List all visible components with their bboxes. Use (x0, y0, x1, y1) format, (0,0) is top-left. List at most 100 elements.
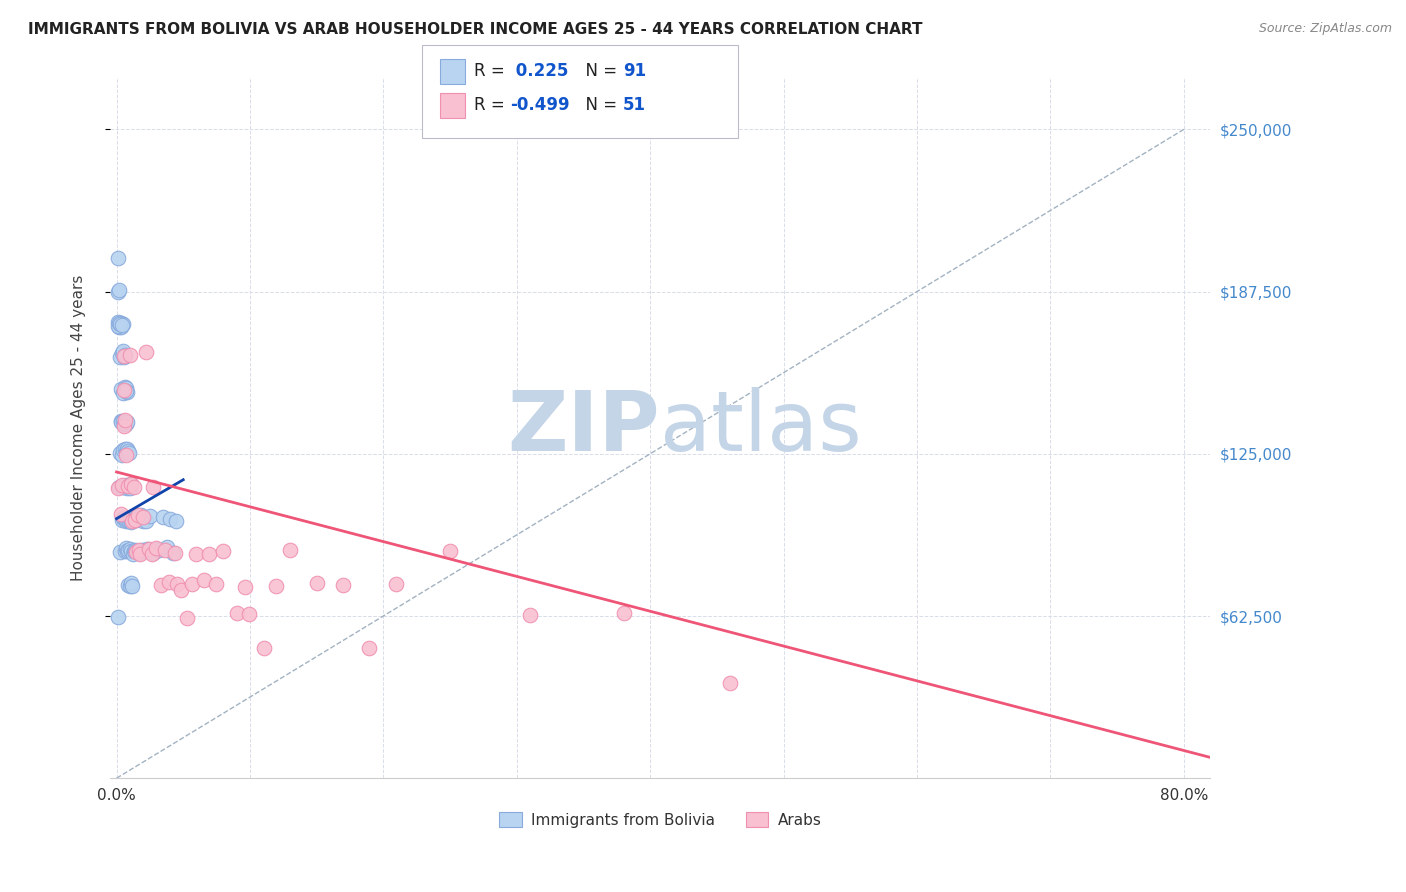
Point (111, 385, 134, 400)
Point (120, 515, 142, 529)
Point (170, 583, 193, 598)
Point (120, 542, 142, 557)
Point (107, 285, 129, 299)
Point (108, 283, 131, 297)
Point (115, 417, 138, 432)
Point (120, 543, 142, 558)
Point (108, 480, 131, 494)
Point (139, 509, 162, 524)
Point (238, 607, 260, 621)
Point (128, 546, 150, 560)
Point (112, 317, 135, 331)
Point (149, 578, 172, 592)
Point (145, 541, 167, 556)
Point (115, 416, 138, 430)
Point (111, 512, 134, 526)
Point (115, 541, 138, 556)
Point (107, 315, 129, 329)
Point (107, 610, 129, 624)
Point (108, 320, 131, 334)
Point (165, 546, 187, 560)
Point (115, 544, 138, 558)
Point (138, 541, 160, 556)
Point (519, 607, 541, 622)
Point (117, 514, 139, 528)
Point (111, 318, 134, 332)
Point (111, 480, 134, 494)
Point (132, 509, 155, 524)
Point (110, 316, 132, 330)
Point (264, 579, 287, 593)
Point (110, 317, 132, 331)
Point (114, 379, 136, 393)
Point (110, 415, 132, 429)
Point (131, 543, 153, 558)
Point (115, 384, 138, 398)
Point (157, 574, 180, 589)
Point (124, 513, 146, 527)
Point (115, 449, 138, 463)
Point (117, 479, 139, 493)
Point (107, 318, 129, 333)
Point (152, 510, 174, 524)
Text: 0.225: 0.225 (510, 62, 569, 80)
Point (111, 415, 134, 429)
Point (114, 445, 136, 459)
Point (205, 577, 228, 591)
Point (110, 414, 132, 428)
Point (141, 547, 163, 561)
Point (176, 611, 198, 625)
Text: N =: N = (575, 96, 623, 114)
Point (439, 544, 461, 558)
Text: atlas: atlas (661, 387, 862, 468)
Point (107, 252, 129, 266)
Point (122, 480, 145, 494)
Point (118, 512, 141, 526)
Text: 91: 91 (623, 62, 645, 80)
Point (127, 508, 149, 522)
Point (128, 547, 150, 561)
Point (114, 477, 136, 491)
Point (114, 514, 136, 528)
Point (117, 385, 139, 400)
Point (127, 543, 149, 558)
Point (120, 477, 142, 491)
Point (120, 576, 142, 591)
Point (193, 573, 215, 587)
Point (112, 442, 135, 457)
Point (124, 511, 146, 525)
Point (108, 545, 131, 559)
Point (118, 446, 141, 460)
Text: -0.499: -0.499 (510, 96, 569, 114)
Point (125, 543, 148, 558)
Point (132, 514, 155, 528)
Point (125, 513, 148, 527)
Point (114, 348, 136, 362)
Point (118, 579, 141, 593)
Point (111, 479, 134, 493)
Point (121, 514, 143, 528)
Point (112, 511, 135, 525)
Point (121, 547, 143, 561)
Point (146, 542, 169, 557)
Point (128, 543, 150, 558)
Point (122, 543, 145, 558)
Point (125, 545, 148, 559)
Point (134, 542, 156, 557)
Point (180, 577, 202, 591)
Point (112, 417, 135, 431)
Point (117, 443, 139, 458)
Point (111, 346, 134, 360)
Point (159, 512, 181, 526)
Point (718, 676, 741, 690)
Point (233, 580, 256, 594)
Point (118, 481, 141, 495)
Point (110, 350, 132, 364)
Point (117, 513, 139, 527)
Y-axis label: Householder Income Ages 25 - 44 years: Householder Income Ages 25 - 44 years (72, 275, 86, 581)
Point (613, 606, 636, 620)
Point (112, 343, 135, 358)
Point (112, 511, 135, 525)
Text: 51: 51 (623, 96, 645, 114)
Point (118, 479, 141, 493)
